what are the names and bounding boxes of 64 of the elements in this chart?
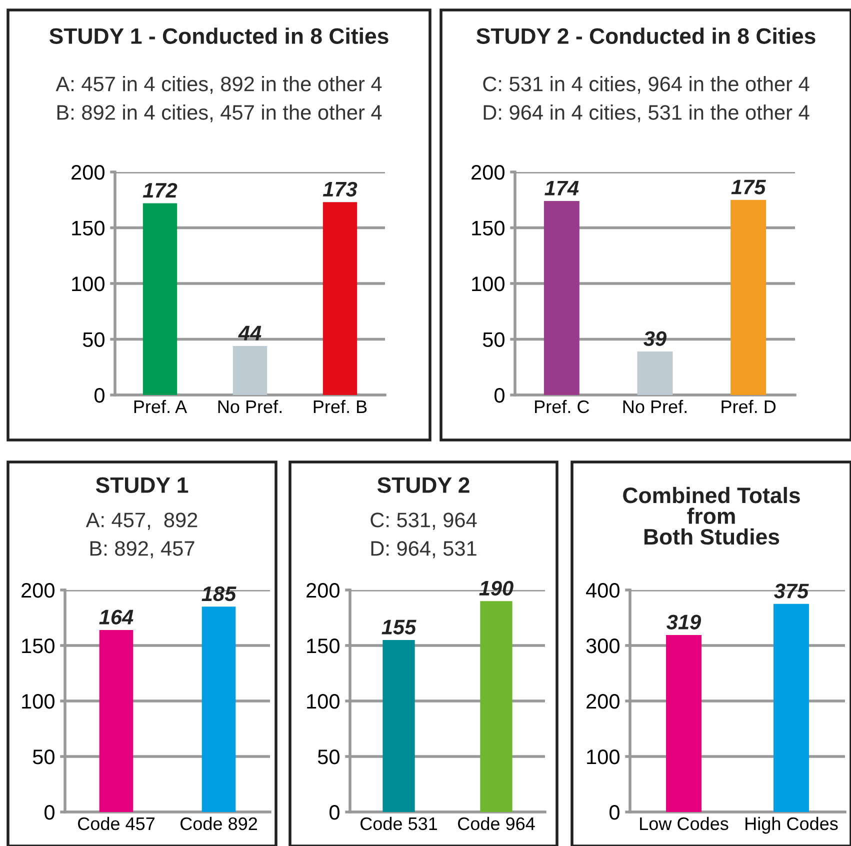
x-tick-label: Code 457 <box>78 816 154 830</box>
y-tick-label: 150 <box>307 638 340 654</box>
x-tick-label: Pref. A <box>134 400 188 414</box>
chart-subtitle: A: 457, 892 B: 892, 457 <box>86 512 198 558</box>
bar <box>142 203 178 395</box>
x-tick-label: High Codes <box>746 816 838 834</box>
y-tick-label: 150 <box>22 638 54 654</box>
data-label: 175 <box>731 180 766 194</box>
y-tick-label: 150 <box>472 220 504 236</box>
y-tick-label: 100 <box>22 694 54 709</box>
y-tick-label: 200 <box>586 694 620 709</box>
y-tick-label: 100 <box>72 276 104 292</box>
y-tick-label: 100 <box>472 276 504 292</box>
chart-title: STUDY 2 <box>377 477 470 493</box>
data-label: 173 <box>322 182 358 197</box>
data-label: 174 <box>544 180 579 196</box>
data-label: 172 <box>142 182 178 198</box>
chart-subtitle: C: 531 in 4 cities, 964 in the other 4 D: 964 in 4 cities, 531 in the other 4 <box>483 76 810 122</box>
y-tick-label: 50 <box>318 750 340 764</box>
y-tick-label: 200 <box>22 583 54 598</box>
y-tick-label: 50 <box>82 332 104 348</box>
x-tick-label: No Pref. <box>623 400 686 414</box>
y-tick-label: 0 <box>44 805 54 820</box>
y-tick-label: 0 <box>330 805 340 820</box>
y-tick-label: 100 <box>587 750 620 764</box>
y-tick-label: 0 <box>94 388 104 403</box>
y-tick-label: 50 <box>482 332 504 348</box>
y-tick-label: 200 <box>306 583 340 598</box>
chart-title: Combined Totals from Both Studies <box>623 486 800 545</box>
y-tick-label: 0 <box>610 805 620 820</box>
data-label: 375 <box>774 584 809 598</box>
x-tick-label: Code 531 <box>360 816 438 830</box>
y-tick-label: 200 <box>72 165 104 180</box>
y-tick-label: 100 <box>307 694 340 709</box>
y-tick-label: 300 <box>586 638 620 654</box>
chart-title: STUDY 1 <box>96 477 188 493</box>
bar <box>322 202 358 395</box>
chart-subtitle: A: 457 in 4 cities, 892 in the other 4 B: 892 in 4 cities, 457 in the other 4 <box>56 76 382 122</box>
chart-title: STUDY 2 - Conducted in 8 Cities <box>476 28 816 44</box>
x-tick-label: Pref. B <box>314 400 367 414</box>
x-tick-label: Pref. D <box>722 400 776 414</box>
bar <box>232 346 268 395</box>
y-tick-label: 50 <box>32 750 54 764</box>
y-tick-label: 0 <box>494 388 504 403</box>
x-tick-label: Pref. C <box>535 400 590 414</box>
data-label: 164 <box>99 610 134 624</box>
y-tick-label: 150 <box>72 220 104 236</box>
y-tick-label: 400 <box>586 583 620 598</box>
data-label: 44 <box>238 326 262 340</box>
data-label: 185 <box>202 586 236 602</box>
y-tick-label: 200 <box>472 165 504 180</box>
x-tick-label: No Pref. <box>218 400 282 414</box>
chart-subtitle: C: 531, 964 D: 964, 531 <box>370 512 477 558</box>
chart-title: STUDY 1 - Conducted in 8 Cities <box>49 28 388 44</box>
x-tick-label: Code 892 <box>180 816 257 830</box>
data-label: 155 <box>382 620 416 634</box>
x-tick-label: Low Codes <box>640 816 728 830</box>
bar <box>730 200 766 395</box>
data-label: 319 <box>666 614 702 630</box>
x-tick-label: Code 964 <box>458 816 535 830</box>
bar <box>637 352 673 395</box>
bar <box>544 200 580 395</box>
data-label: 39 <box>644 331 666 346</box>
data-label: 190 <box>479 580 514 596</box>
